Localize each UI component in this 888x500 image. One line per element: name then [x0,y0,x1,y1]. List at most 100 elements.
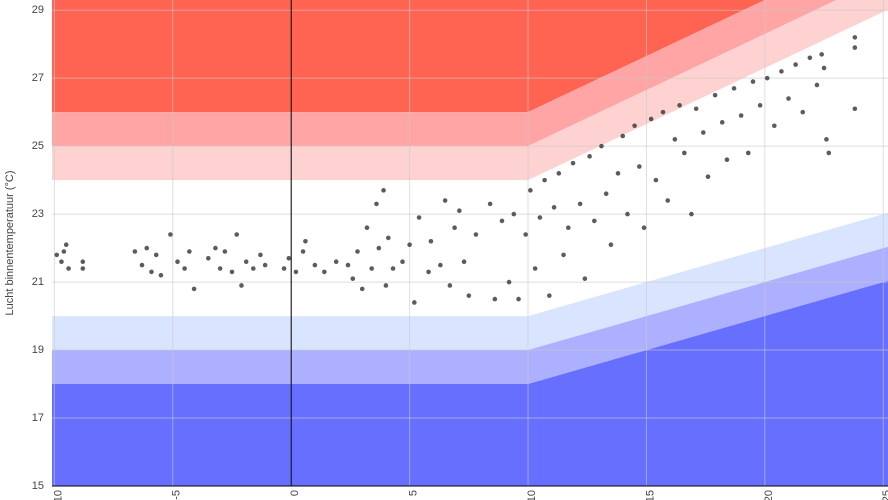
data-point [369,266,375,271]
data-point [615,171,621,176]
comfort-zone [52,0,888,181]
data-point [153,252,159,258]
data-point [561,252,566,258]
data-point [175,259,180,264]
data-point [689,211,694,217]
data-point [239,283,244,288]
y-tick-label: 29 [32,4,44,16]
data-point [852,45,858,50]
data-point [807,55,813,61]
data-point [355,249,360,254]
x-tick-label: -5 [171,490,183,500]
data-point [819,52,824,57]
data-point [587,154,592,159]
data-point [80,266,86,271]
data-point [693,106,699,112]
data-point [772,123,777,129]
comfort-zone [52,212,888,351]
data-point [608,242,614,247]
data-point [222,249,228,254]
data-point [281,266,287,271]
data-point [528,188,533,193]
data-point [620,133,626,139]
data-point [158,272,164,278]
data-point [452,225,457,231]
y-tick-label: 15 [32,480,44,492]
data-point [416,215,422,220]
y-axis-label: Lucht binnentemperatuur (°C) [4,170,16,315]
data-point [61,249,67,254]
data-point [66,266,71,271]
x-tick-label: 10 [526,490,538,500]
data-point [374,201,379,207]
y-tick-label: 25 [32,140,44,152]
data-point [428,239,434,244]
data-point [682,150,687,156]
data-point [648,116,654,122]
data-point [712,92,718,98]
x-tick-label: 20 [763,490,775,500]
data-point [824,137,829,142]
data-point [542,177,547,183]
data-point [570,160,576,166]
data-point [750,79,756,84]
data-point [466,293,472,298]
data-point [641,225,647,231]
data-point [381,188,386,193]
data-point [511,211,517,217]
data-point [251,266,256,271]
data-point [333,259,339,264]
data-point [551,205,557,210]
data-point [293,269,299,275]
x-tick-label: 5 [408,490,420,496]
data-point [80,259,86,264]
data-point [705,174,711,180]
data-point [385,235,391,241]
data-point [506,279,512,285]
data-point [821,65,827,71]
data-point [322,269,327,275]
data-point [565,225,571,231]
data-point [350,276,356,281]
x-tick-label: 25 [881,490,888,500]
data-point [731,86,737,91]
data-point [745,150,751,156]
y-tick-label: 27 [32,72,44,84]
data-point [499,218,505,224]
data-point [677,103,682,108]
x-tick-label: 0 [289,490,301,496]
data-point [234,232,240,237]
data-point [63,242,69,247]
data-point [407,242,412,247]
data-point [700,130,706,135]
data-point [217,266,223,271]
data-point [738,113,744,118]
data-point [132,249,138,254]
data-point [779,69,784,74]
data-point [390,266,396,271]
data-point [229,269,235,275]
data-point [632,123,637,129]
data-point [426,269,431,275]
y-tick-label: 23 [32,208,44,220]
x-tick-label: 15 [644,490,656,500]
data-point [757,103,763,108]
y-tick-label: 19 [32,344,44,356]
data-point [800,109,806,115]
data-point [400,259,405,264]
data-point [492,296,498,302]
data-point [473,232,479,237]
x-tick-label: -10 [52,490,64,500]
data-point [852,35,858,40]
data-point [852,106,858,112]
data-point [672,137,678,142]
data-point [300,249,306,254]
data-point [383,283,389,288]
data-point [359,286,365,292]
data-point [376,245,382,251]
data-point [793,62,798,67]
data-point [262,262,268,268]
plot-area [52,0,888,486]
data-point [487,201,493,207]
